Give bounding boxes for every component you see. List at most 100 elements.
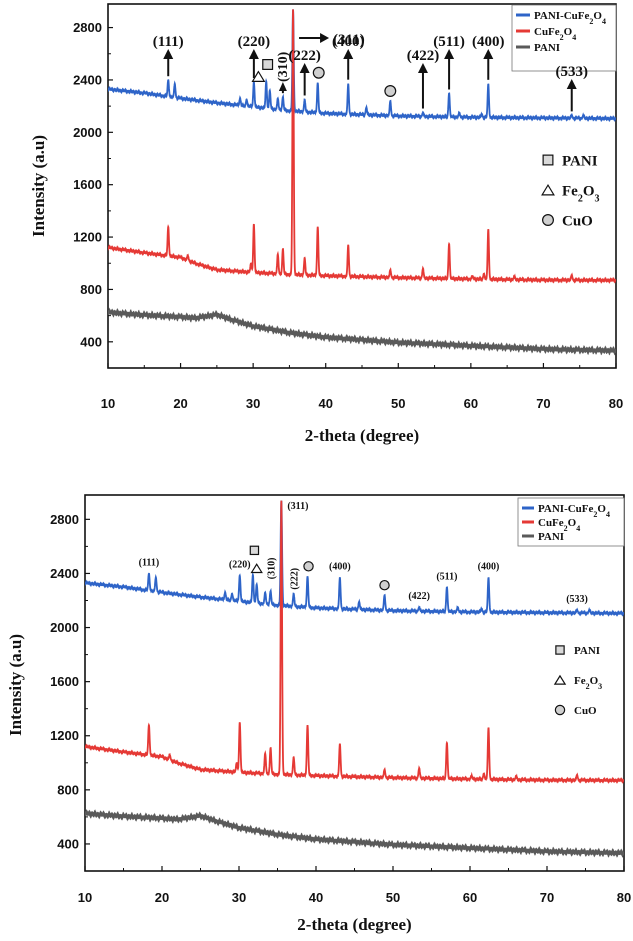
phase-key-label: Fe2O3 [574, 675, 602, 691]
peak-label: (111) [139, 558, 160, 569]
x-tick-label: 50 [391, 396, 405, 411]
x-axis-label: 2-theta (degree) [305, 426, 419, 445]
peak-label: (111) [153, 34, 184, 50]
peak-arrowhead [566, 79, 577, 89]
pani-square-marker [249, 545, 260, 556]
peak-label: (311) [287, 501, 308, 512]
x-tick-label: 10 [101, 396, 115, 411]
x-tick-label: 50 [386, 890, 400, 905]
peak-label: (222) [288, 48, 321, 64]
legend-entry: PANI-CuFe2O4 [534, 10, 606, 26]
y-tick-label: 800 [57, 782, 79, 797]
series-line-pani [108, 307, 616, 356]
y-tick-label: 1600 [73, 177, 102, 192]
fe2o3-triangle-marker [251, 70, 266, 82]
y-tick-label: 800 [80, 282, 102, 297]
peak-arrowhead [320, 33, 330, 43]
legend-entry: PANI-CuFe2O4 [538, 503, 610, 519]
y-tick-label: 1200 [73, 230, 102, 245]
legend-entry: PANI [538, 531, 564, 543]
cuo-circle-marker [379, 579, 390, 591]
pani-square-marker [262, 59, 274, 70]
peak-label: (310) [276, 51, 291, 82]
pani-square-marker [555, 645, 565, 655]
peak-label: (311) [333, 32, 365, 48]
cuo-circle-marker [542, 214, 554, 226]
fe2o3-triangle-marker [250, 563, 263, 574]
x-tick-label: 10 [78, 890, 92, 905]
y-axis-label: Intensity (a.u) [29, 135, 48, 237]
peak-label: (220) [229, 560, 251, 571]
y-tick-label: 1200 [50, 728, 79, 743]
x-tick-label: 60 [463, 890, 477, 905]
x-tick-label: 30 [246, 396, 260, 411]
x-tick-label: 30 [232, 890, 246, 905]
cuo-circle-marker [554, 704, 566, 716]
peak-label: (511) [436, 571, 457, 582]
y-tick-label: 2800 [50, 512, 79, 527]
cuo-circle-marker [303, 561, 314, 572]
cuo-circle-marker [312, 66, 325, 79]
fe2o3-triangle-marker [541, 183, 555, 196]
legend-entry: CuFe2O4 [534, 26, 576, 42]
phase-key-label: Fe2O3 [562, 183, 600, 204]
phase-markers [249, 545, 390, 591]
y-tick-label: 400 [57, 836, 79, 851]
phase-key: PANI Fe2O3 CuO [541, 153, 600, 229]
y-axis-label: Intensity (a.u) [6, 634, 25, 736]
x-tick-label: 70 [536, 396, 550, 411]
y-tick-label: 2000 [73, 125, 102, 140]
phase-key-label: CuO [562, 213, 593, 229]
peak-label: (400) [329, 561, 351, 572]
series-line-pani-cufe2o4 [85, 500, 624, 617]
y-tick-label: 2000 [50, 620, 79, 635]
series-line-pani-cufe2o4 [108, 9, 616, 123]
peak-label: (533) [566, 594, 588, 605]
phase-markers [251, 59, 397, 97]
fe2o3-triangle-marker [553, 674, 567, 685]
phase-key-label: PANI [562, 153, 598, 169]
peak-arrowhead [299, 63, 310, 73]
peak-arrowhead [444, 49, 455, 59]
peak-label: (400) [478, 561, 500, 572]
phase-key-label: PANI [574, 645, 600, 657]
y-tick-label: 2400 [50, 566, 79, 581]
legend-box [517, 497, 625, 547]
chart-panel-1: 10 20 30 40 50 60 70 80 400 800 1200 1600 2000 2400 28… [29, 3, 623, 445]
x-tick-label: 60 [464, 396, 478, 411]
x-tick-label: 80 [609, 396, 623, 411]
peak-arrowhead [163, 49, 174, 59]
y-tick-label: 1600 [50, 674, 79, 689]
x-tick-label: 70 [540, 890, 554, 905]
x-tick-label: 40 [309, 890, 323, 905]
peak-label: (220) [238, 34, 271, 50]
series-line-cufe2o4 [85, 500, 624, 784]
peak-label: (222) [290, 568, 301, 590]
pani-square-marker [542, 154, 554, 166]
peak-label: (533) [555, 64, 588, 80]
x-tick-label: 80 [617, 890, 631, 905]
x-axis-label: 2-theta (degree) [297, 915, 411, 934]
peak-label: (422) [407, 48, 440, 64]
phase-key-label: CuO [574, 705, 597, 717]
peak-label: (511) [433, 34, 465, 50]
phase-key: PANI Fe2O3 CuO [553, 645, 602, 717]
y-tick-label: 400 [80, 334, 102, 349]
peak-arrowhead [278, 82, 287, 91]
chart-panel-2: 10 20 30 40 50 60 70 80 400 800 1200 1600 2000 2400 28… [6, 494, 631, 934]
peak-label: (310) [267, 558, 278, 580]
series-line-cufe2o4 [108, 9, 616, 284]
legend-entry: CuFe2O4 [538, 517, 580, 533]
y-tick-label: 2800 [73, 20, 102, 35]
y-tick-label: 2400 [73, 72, 102, 87]
peak-annotations: (111) (220) (310) (311) (222) (400) (422) (511)… [139, 501, 588, 605]
peak-arrowhead [417, 63, 428, 73]
peak-arrowhead [343, 49, 354, 59]
peak-label: (422) [408, 591, 430, 602]
peak-arrowhead [248, 49, 259, 59]
legend-entry: PANI [534, 42, 560, 54]
